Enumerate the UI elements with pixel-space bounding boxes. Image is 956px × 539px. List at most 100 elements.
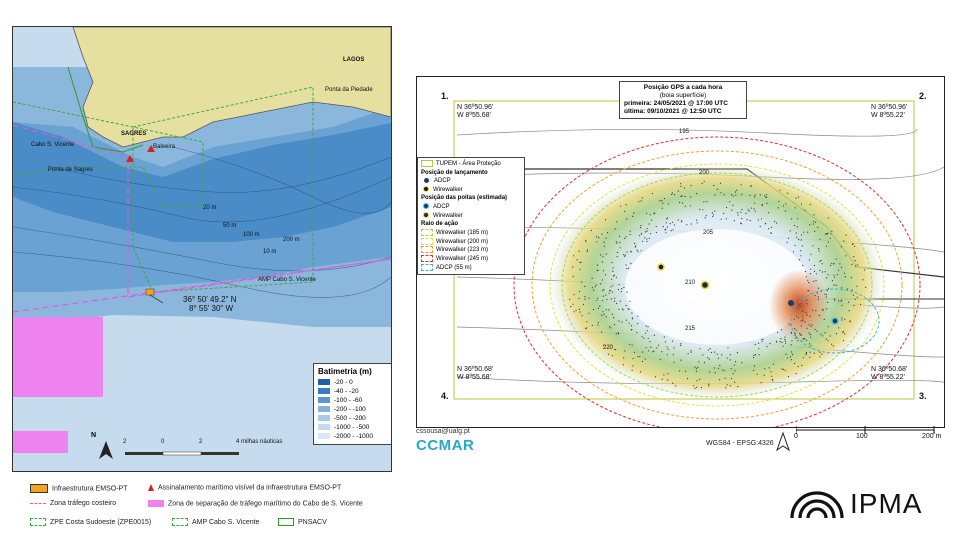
gps-track-point (646, 240, 648, 242)
gps-track-point (630, 262, 632, 265)
gps-track-point (780, 338, 782, 340)
gps-track-point (617, 332, 619, 334)
gps-track-point (720, 192, 722, 194)
gps-track-point (815, 310, 817, 312)
gps-header-first: primeira: 24/05/2021 @ 17:00 UTC (624, 100, 728, 107)
gps-track-point (813, 280, 815, 282)
gps-track-point (631, 312, 633, 314)
legend-signal-label: Assinalamento marítimo visível da infrae… (158, 484, 342, 492)
gps-track-point (833, 298, 835, 300)
gps-track-point (640, 233, 642, 235)
contour-label-200: 200 m (283, 237, 300, 243)
gps-track-point (735, 361, 737, 363)
gps-track-point (808, 332, 810, 334)
gps-track-point (714, 351, 716, 353)
gps-track-point (645, 332, 647, 334)
gps-track-point (605, 237, 607, 239)
gps-track-point (654, 376, 657, 378)
gps-track-point (810, 268, 812, 270)
gps-track-point (788, 237, 790, 239)
bathymetry-class-3: -200 - -100 (318, 405, 388, 414)
corner-2-lat: N 36º50.96' (871, 104, 908, 111)
gps-track-point (730, 377, 733, 380)
footer-scale-0: 0 (794, 433, 798, 440)
gps-track-point (600, 254, 602, 256)
gps-track-point (619, 247, 621, 249)
gps-track-point (585, 328, 587, 330)
gps-track-point (794, 244, 796, 247)
launch-wirewalker-legend-icon (423, 186, 429, 193)
gps-track-point (680, 343, 682, 345)
gps-track-point (800, 203, 803, 205)
range-legend-1: Wirewalker (200 m) (421, 237, 521, 247)
gps-track-point (661, 200, 663, 202)
gps-track-point (648, 223, 650, 225)
gps-track-point (665, 222, 667, 224)
gps-track-point (633, 212, 635, 214)
gps-track-point (651, 219, 653, 221)
gps-track-point (603, 241, 605, 243)
gps-track-point (856, 296, 858, 298)
gps-track-point (696, 219, 698, 221)
gps-track-point (763, 195, 766, 197)
author-email: cssousa@ualg.pt (416, 428, 470, 435)
gps-track-point (714, 194, 716, 196)
gps-track-point (737, 212, 739, 214)
gps-track-point (673, 361, 675, 363)
gps-track-point (572, 266, 574, 268)
gps-track-point (761, 218, 763, 220)
gps-track-point (623, 254, 625, 256)
gps-track-point (582, 303, 584, 305)
gps-track-point (780, 329, 783, 331)
gps-track-point (797, 340, 799, 342)
gps-track-point (745, 212, 747, 214)
gps-track-point (843, 272, 846, 274)
range-label: Wirewalker (223 m) (436, 247, 489, 254)
contour-label-10: 10 m (263, 249, 277, 255)
corner-4-lat: N 36º50.68' (457, 366, 494, 373)
gps-track-point (795, 232, 797, 234)
gps-track-point (811, 309, 814, 311)
gps-track-point (620, 205, 622, 207)
scale-tick-1: 2 (123, 439, 127, 445)
gps-track-point (725, 387, 727, 389)
gps-track-point (761, 205, 763, 207)
gps-track-point (803, 338, 805, 340)
amp-swatch-icon (172, 518, 188, 526)
gps-track-point (820, 333, 822, 335)
gps-track-point (624, 255, 626, 257)
gps-track-point (689, 196, 692, 198)
gps-track-point (753, 356, 755, 359)
gps-track-point (607, 232, 609, 234)
coastal-traffic-line-icon (30, 502, 46, 504)
gps-track-point (602, 300, 604, 302)
gps-track-point (696, 222, 698, 224)
gps-track-point (647, 326, 649, 328)
gps-track-point (771, 375, 773, 377)
gps-track-point (608, 309, 610, 311)
gps-track-point (835, 333, 838, 335)
gps-track-point (655, 231, 657, 234)
gps-track-point (636, 249, 638, 251)
label-ponta-de-sagres: Ponta de Sagres (48, 167, 93, 173)
gps-track-point (591, 277, 593, 279)
gps-track-point (853, 256, 855, 258)
gps-track-point (825, 277, 828, 279)
gps-track-point (639, 356, 641, 358)
gps-track-point (679, 370, 681, 372)
gps-track-point (661, 378, 663, 380)
gps-track-point (640, 250, 642, 252)
gps-track-point (661, 351, 663, 353)
legend-zpe-label: ZPE Costa Sudoeste (ZPE0015) (50, 518, 152, 526)
gps-track-point (762, 338, 764, 340)
gps-track-point (690, 223, 692, 225)
gps-track-point (707, 357, 709, 359)
gps-track-point (853, 245, 856, 247)
gps-track-point (690, 184, 692, 187)
gps-track-point (756, 373, 758, 375)
gps-track-point (740, 184, 742, 186)
gps-track-point (773, 220, 776, 222)
gps-track-point (641, 197, 643, 199)
gps-track-point (614, 348, 616, 350)
gps-track-point (586, 327, 588, 329)
